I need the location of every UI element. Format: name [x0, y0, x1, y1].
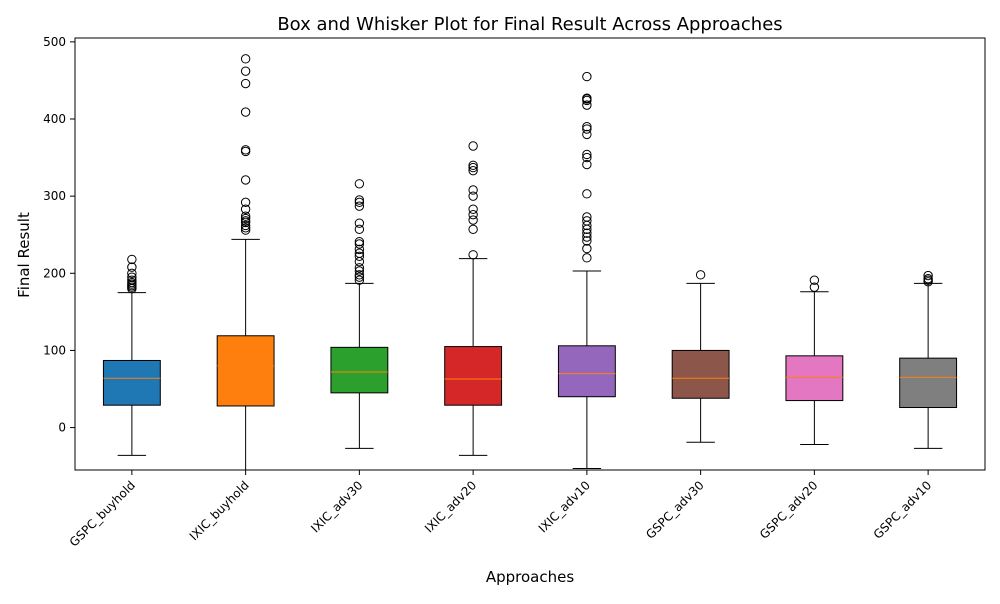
y-tick-label: 100 [43, 343, 66, 357]
outlier-point [582, 71, 592, 82]
outlier-point [468, 215, 478, 225]
x-axis-label: Approaches [486, 568, 574, 586]
y-tick-label: 0 [58, 421, 66, 435]
outlier-point [582, 122, 592, 132]
chart-title: Box and Whisker Plot for Final Result Ac… [277, 14, 782, 35]
outlier-point [354, 263, 365, 273]
outlier-point [240, 216, 251, 226]
outlier-point [468, 224, 478, 235]
outlier-point [354, 195, 365, 205]
outlier-point [582, 212, 592, 222]
outlier-point [695, 270, 706, 280]
x-tick-label: IXIC_adv20 [422, 478, 479, 535]
outlier-point [127, 268, 137, 278]
plot-area: 0 100 200 300 400 500 GSPC_buyhold IXIC_buyhold… [43, 35, 958, 549]
outlier-point [127, 277, 137, 288]
box [216, 335, 275, 407]
outlier-point [468, 141, 478, 151]
y-axis-label: Final Result [15, 212, 33, 298]
x-tick-label: IXIC_adv30 [308, 478, 365, 535]
outlier-point [127, 272, 137, 282]
outlier-point [240, 225, 251, 235]
plot-frame [74, 37, 986, 471]
box [671, 349, 730, 399]
box [102, 359, 161, 406]
outlier-point [468, 191, 478, 201]
outlier-point [354, 197, 365, 208]
outlier-point [468, 162, 478, 173]
outlier-point [240, 204, 251, 214]
outlier-point [809, 275, 820, 285]
outlier-point [240, 197, 251, 208]
outlier-point [582, 232, 592, 242]
outlier-point [468, 209, 478, 220]
box [557, 345, 616, 398]
outlier-point [582, 189, 592, 199]
x-tick-label: GSPC_adv30 [643, 478, 707, 542]
outlier-point [582, 216, 592, 226]
outlier-point [354, 236, 365, 247]
outlier-point [240, 145, 251, 155]
outlier-point [582, 159, 592, 170]
outlier-point [923, 273, 933, 284]
outlier-point [354, 218, 365, 228]
outlier-point [127, 275, 137, 285]
outlier-point [468, 250, 478, 260]
outlier-point [354, 272, 365, 282]
outlier-point [582, 253, 592, 263]
y-tick-label: 500 [43, 35, 66, 49]
outlier-point [354, 266, 365, 276]
outlier-point [240, 78, 251, 89]
x-tick-label: GSPC_adv10 [871, 478, 935, 542]
box [330, 346, 389, 394]
outlier-point [468, 160, 478, 170]
outlier-point [127, 262, 137, 272]
outlier-point [354, 224, 365, 235]
outlier-point [240, 107, 251, 117]
y-tick-label: 200 [43, 266, 66, 280]
outlier-point [354, 251, 365, 262]
outlier-point [354, 248, 365, 258]
outlier-point [582, 129, 592, 140]
outlier-point [582, 228, 592, 238]
y-tick-label: 300 [43, 189, 66, 203]
x-tick-label: IXIC_buyhold [187, 478, 252, 543]
outlier-point [468, 204, 478, 214]
outlier-point [468, 185, 478, 195]
outlier-point [468, 165, 478, 176]
x-tick-label: IXIC_adv10 [536, 478, 593, 535]
x-tick-label: GSPC_buyhold [67, 478, 138, 549]
outlier-point [582, 152, 592, 163]
outlier-point [240, 220, 251, 231]
outlier-point [582, 100, 592, 110]
outlier-point [582, 93, 592, 103]
outlier-point [923, 270, 933, 281]
outlier-point [240, 213, 251, 224]
outlier-point [240, 223, 251, 233]
outlier-point [354, 275, 365, 285]
outlier-point [582, 149, 592, 160]
outlier-point [240, 66, 251, 76]
outlier-point [354, 244, 365, 255]
box [899, 357, 958, 409]
outlier-point [127, 254, 137, 265]
outlier-point [240, 211, 251, 221]
outlier-point [240, 175, 251, 185]
outlier-point [240, 54, 251, 64]
y-tick-label: 400 [43, 112, 66, 126]
outlier-point [354, 270, 365, 280]
outlier-point [354, 201, 365, 211]
outlier-point [582, 236, 592, 246]
outlier-point [809, 282, 820, 292]
box [444, 346, 503, 406]
x-tick-label: GSPC_adv20 [757, 478, 821, 542]
box [785, 355, 844, 402]
outlier-point [582, 124, 592, 134]
outlier-point [354, 239, 365, 249]
outlier-point [354, 179, 365, 189]
outlier-point [582, 243, 592, 254]
